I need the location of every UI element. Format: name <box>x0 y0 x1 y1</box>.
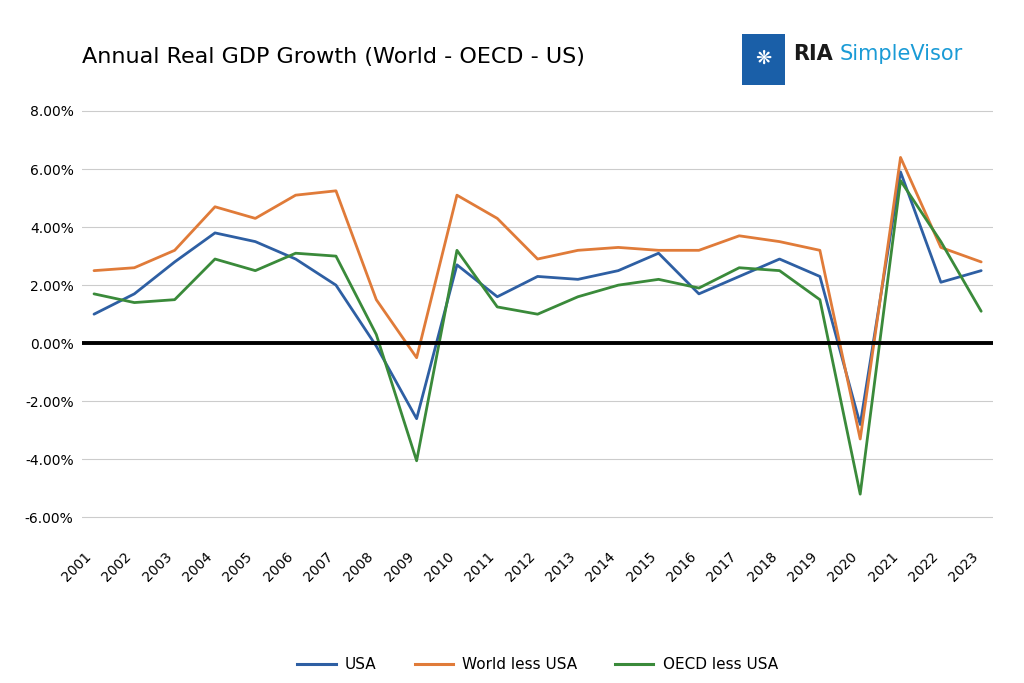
Text: ❋: ❋ <box>756 49 772 68</box>
Text: SimpleVisor: SimpleVisor <box>840 44 963 64</box>
Text: RIA: RIA <box>794 44 834 64</box>
Text: Annual Real GDP Growth (World - OECD - US): Annual Real GDP Growth (World - OECD - U… <box>82 46 585 66</box>
Legend: USA, World less USA, OECD less USA: USA, World less USA, OECD less USA <box>291 651 784 678</box>
